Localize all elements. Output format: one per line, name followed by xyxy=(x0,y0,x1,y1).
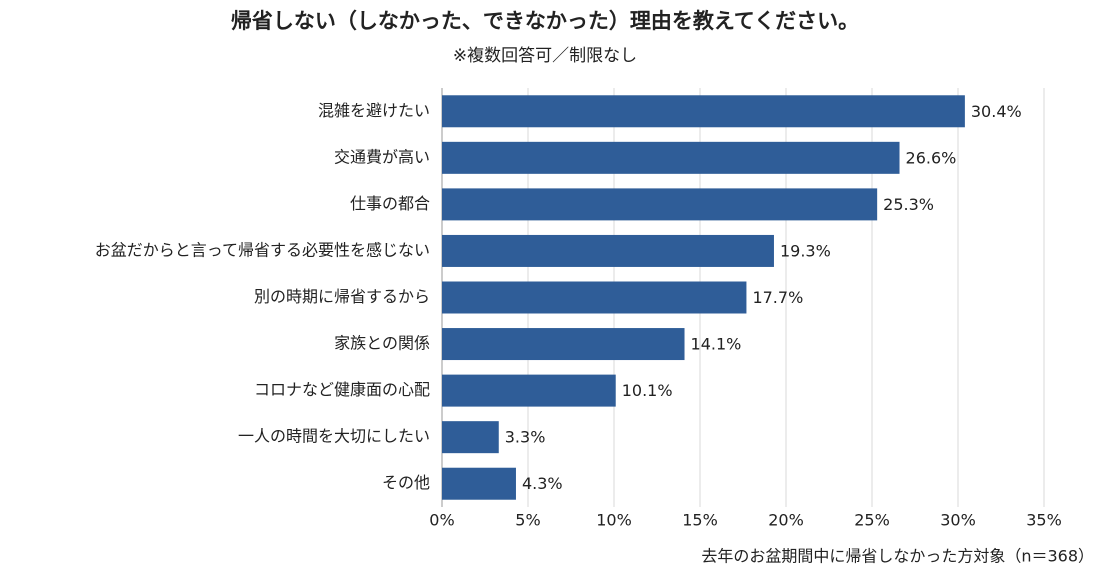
data-label: 30.4% xyxy=(971,102,1022,121)
x-tick-label: 5% xyxy=(515,511,540,530)
bar xyxy=(442,467,516,500)
bar xyxy=(442,421,499,454)
y-tick-label: コロナなど健康面の心配 xyxy=(254,380,430,399)
y-tick-label: 一人の時間を大切にしたい xyxy=(238,427,430,446)
data-label: 19.3% xyxy=(780,241,831,260)
y-tick-label: 混雑を避けたい xyxy=(318,101,430,120)
footnote: 去年のお盆期間中に帰省しなかった方対象（n＝368） xyxy=(701,547,1094,566)
x-tick-label: 10% xyxy=(596,511,632,530)
data-label: 25.3% xyxy=(883,195,934,214)
data-label: 26.6% xyxy=(906,148,957,167)
y-tick-label: その他 xyxy=(382,473,430,492)
y-tick-label: 仕事の都合 xyxy=(350,194,430,213)
chart-title: 帰省しない（しなかった、できなかった）理由を教えてください。 xyxy=(231,9,859,33)
x-tick-label: 15% xyxy=(682,511,718,530)
y-tick-label: 家族との関係 xyxy=(334,334,430,353)
data-label: 4.3% xyxy=(522,474,563,493)
data-label: 14.1% xyxy=(691,335,742,354)
bar xyxy=(442,95,965,128)
y-tick-label: 交通費が高い xyxy=(334,147,430,166)
x-tick-label: 0% xyxy=(429,511,454,530)
x-tick-label: 20% xyxy=(768,511,804,530)
bar xyxy=(442,374,616,407)
y-tick-label: 別の時期に帰省するから xyxy=(254,287,430,306)
chart-subtitle: ※複数回答可／制限なし xyxy=(453,46,637,66)
bar xyxy=(442,141,900,174)
y-tick-label: お盆だからと言って帰省する必要性を感じない xyxy=(95,240,430,259)
bar xyxy=(442,234,774,267)
data-label: 10.1% xyxy=(622,381,673,400)
data-label: 3.3% xyxy=(505,428,546,447)
bar xyxy=(442,281,747,314)
x-tick-label: 30% xyxy=(940,511,976,530)
data-label: 17.7% xyxy=(752,288,803,307)
x-tick-label: 35% xyxy=(1026,511,1062,530)
bar xyxy=(442,188,878,221)
bar xyxy=(442,328,685,361)
x-tick-label: 25% xyxy=(854,511,890,530)
